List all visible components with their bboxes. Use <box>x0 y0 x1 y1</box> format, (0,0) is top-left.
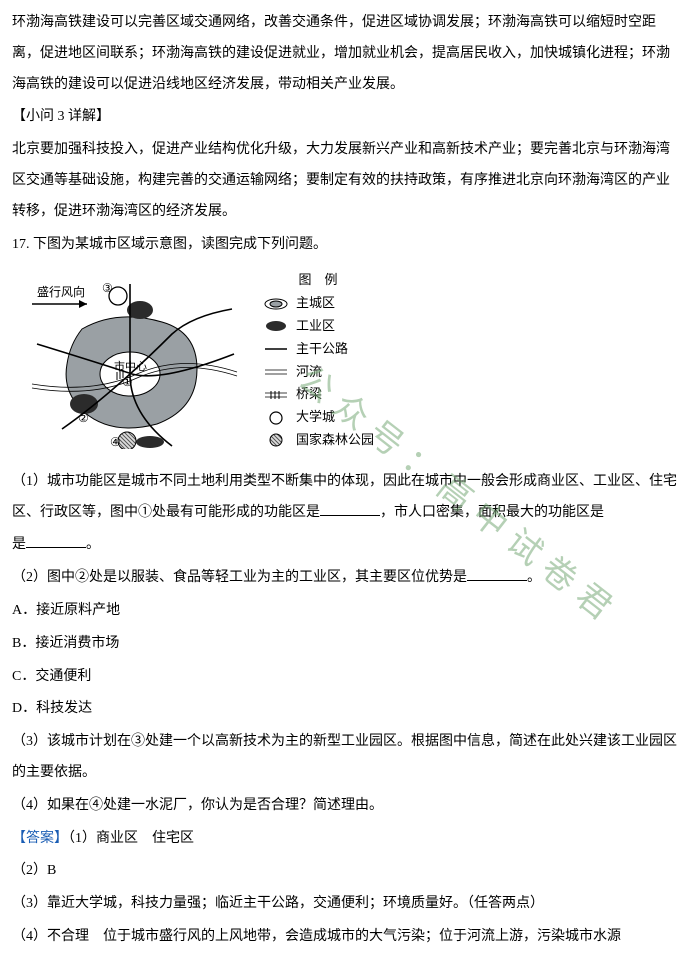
legend-icon-river <box>262 364 290 380</box>
legend-row-bridge: 桥梁 <box>262 384 374 405</box>
legend-row-university: 大学城 <box>262 407 374 428</box>
legend-icon-road <box>262 341 290 357</box>
explanation-paragraph-2: 北京要加强科技投入，促进产业结构优化升级，大力发展新兴产业和高新技术产业；要完善… <box>12 135 681 227</box>
q1-part-c: 。 <box>86 537 100 552</box>
question-1: （1）城市功能区是城市不同土地利用类型不断集中的体现，因此在城市中一般会形成商业… <box>12 467 681 529</box>
option-d: D．科技发达 <box>12 694 681 725</box>
industrial-zone-bottom <box>136 436 164 448</box>
option-a: A．接近原料产地 <box>12 596 681 627</box>
legend-label: 国家森林公园 <box>296 430 374 451</box>
answer-label: 【答案】 <box>12 831 68 846</box>
legend: 图 例 主城区 工业区 主干公路 河流 <box>262 270 374 452</box>
legend-label: 主城区 <box>296 293 335 314</box>
answer-line-4: （4）不合理 位于城市盛行风的上风地带，会造成城市的大气污染；位于河流上游，污染… <box>12 922 681 953</box>
blank-1b <box>26 534 86 548</box>
legend-row-road: 主干公路 <box>262 339 374 360</box>
legend-row-forest: 国家森林公园 <box>262 430 374 451</box>
q2-part-a: （2）图中②处是以服装、食品等轻工业为主的工业区，其主要区位优势是 <box>12 570 467 585</box>
legend-icon-university <box>262 410 290 426</box>
figure-wrap: 盛行风向 市中心 ① ② ③ ④ <box>22 270 681 452</box>
blank-2 <box>467 567 527 581</box>
legend-icon-bridge <box>262 387 290 403</box>
question-3: （3）该城市计划在③处建一个以高新技术为主的新型工业园区。根据图中信息，简述在此… <box>12 727 681 789</box>
blank-1a <box>320 502 380 516</box>
legend-label: 桥梁 <box>296 384 322 405</box>
answer-line-3: （3）靠近大学城，科技力量强；临近主干公路，交通便利；环境质量好。（任答两点） <box>12 889 681 920</box>
legend-icon-forest <box>262 432 290 448</box>
option-b: B．接近消费市场 <box>12 629 681 660</box>
q2-part-b: 。 <box>527 570 541 585</box>
legend-icon-main-city <box>262 296 290 312</box>
legend-label: 工业区 <box>296 316 335 337</box>
marker-4: ④ <box>110 435 121 449</box>
city-map-diagram: 盛行风向 市中心 ① ② ③ ④ <box>22 274 242 449</box>
legend-title: 图 例 <box>262 270 374 291</box>
legend-icon-industrial <box>262 318 290 334</box>
legend-row-river: 河流 <box>262 362 374 383</box>
option-c: C．交通便利 <box>12 662 681 693</box>
question-2: （2）图中②处是以服装、食品等轻工业为主的工业区，其主要区位优势是 。 <box>12 563 681 594</box>
answer-line-1: 【答案】（1）商业区 住宅区 <box>12 824 681 855</box>
industrial-zone-top <box>127 301 153 319</box>
legend-label: 河流 <box>296 362 322 383</box>
marker-3: ③ <box>102 281 113 295</box>
question-4: （4）如果在④处建一水泥厂，你认为是否合理？简述理由。 <box>12 791 681 822</box>
legend-row-main-city: 主城区 <box>262 293 374 314</box>
explanation-paragraph-1: 环渤海高铁建设可以完善区域交通网络，改善交通条件，促进区域协调发展；环渤海高铁可… <box>12 8 681 100</box>
wind-label: 盛行风向 <box>37 284 85 299</box>
legend-label: 主干公路 <box>296 339 348 360</box>
q1-part-b: ，市人口密集，面积最大的功能区是 <box>380 505 604 520</box>
answer-line-2: （2）B <box>12 856 681 887</box>
question-17-intro: 17. 下图为某城市区域示意图，读图完成下列问题。 <box>12 230 681 261</box>
legend-label: 大学城 <box>296 407 335 428</box>
legend-row-industrial: 工业区 <box>262 316 374 337</box>
answer-1-text: （1）商业区 住宅区 <box>68 831 194 846</box>
section-3-label: 【小问 3 详解】 <box>12 102 681 133</box>
question-1-cont: 是。 <box>12 530 681 561</box>
